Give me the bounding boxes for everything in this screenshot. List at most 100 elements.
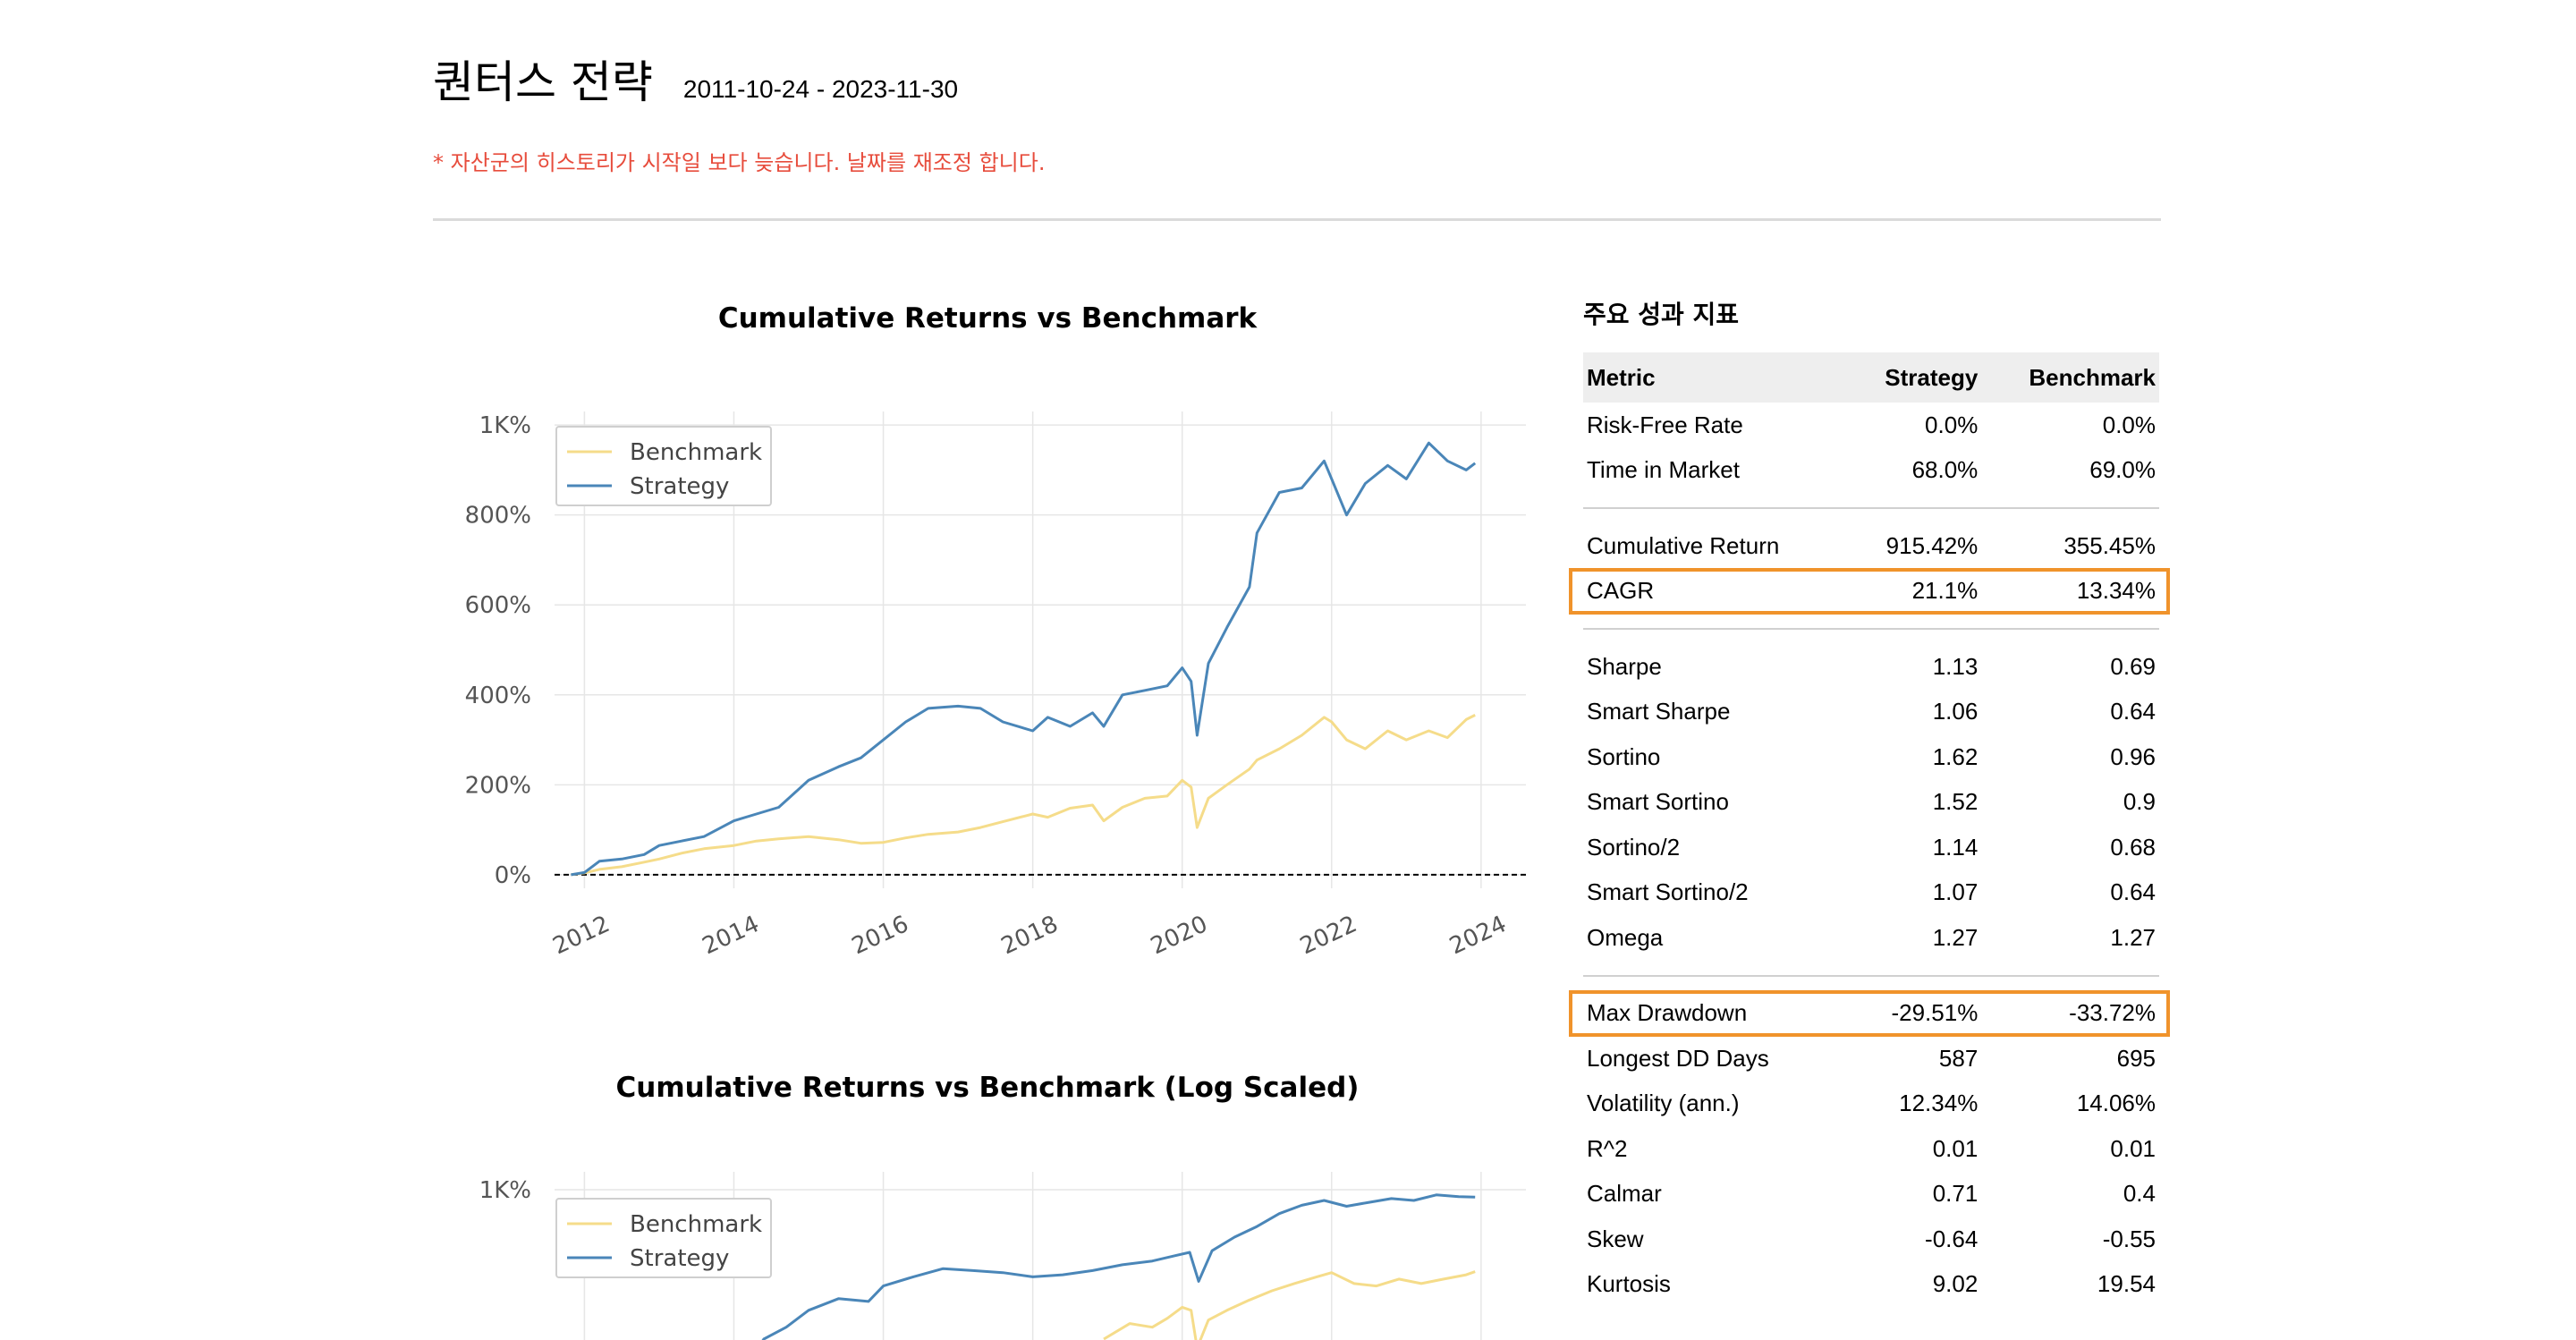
metric-metric-cell: Sortino — [1587, 742, 1661, 770]
date-range: 2011-10-24 - 2023-11-30 — [682, 75, 959, 103]
metric-strategy-cell: 0.0% — [1925, 411, 1979, 438]
metrics-group-separator — [1583, 493, 2159, 523]
x-tick-label: 2018 — [997, 911, 1063, 960]
chart-title: Cumulative Returns vs Benchmark — [717, 302, 1258, 335]
metric-metric-cell: Calmar — [1587, 1180, 1662, 1208]
date-warning: * 자산군의 히스토리가 시작일 보다 늦습니다. 날짜를 재조정 합니다. — [433, 150, 1046, 175]
metric-strategy-cell: 915.42% — [1885, 531, 1979, 559]
metric-benchmark-cell: 0.4 — [2123, 1180, 2156, 1208]
metric-strategy-cell: 12.34% — [1899, 1090, 1979, 1117]
separator-cell — [1583, 493, 2159, 523]
metric-strategy-cell: 1.13 — [1932, 652, 1979, 680]
metric-metric-cell: Max Drawdown — [1587, 999, 1748, 1027]
metric-metric-cell: R^2 — [1587, 1134, 1628, 1162]
y-tick-label: 400% — [465, 683, 531, 709]
metric-metric-cell: Sharpe — [1587, 652, 1662, 680]
metrics-row: Time in Market 68.0% 69.0% — [1583, 448, 2159, 494]
metric-strategy-cell: 9.02 — [1932, 1270, 1979, 1298]
metrics-title: 주요 성과 지표 — [1583, 300, 1740, 329]
divider — [1583, 974, 2159, 977]
metric-benchmark-cell: 0.96 — [2110, 742, 2156, 770]
x-tick-label: 2016 — [848, 911, 913, 960]
col-metric: Metric — [1583, 352, 1849, 403]
metric-strategy-cell: -0.64 — [1925, 1225, 1979, 1252]
x-tick-label: 2020 — [1147, 911, 1212, 960]
metrics-table: Metric Strategy Benchmark Risk-Free Rate… — [1583, 352, 2159, 1307]
metrics-row: Max Drawdown -29.51% -33.72% — [1583, 991, 2159, 1037]
metrics-row: Omega 1.27 1.27 — [1583, 915, 2159, 961]
metric-benchmark-cell: 0.64 — [2110, 878, 2156, 906]
metrics-header-row: Metric Strategy Benchmark — [1583, 352, 2159, 403]
metric-benchmark-cell: -33.72% — [2069, 999, 2156, 1027]
metric-strategy-cell: 1.52 — [1932, 788, 1979, 816]
metric-strategy-cell: -29.51% — [1891, 999, 1979, 1027]
metric-benchmark-cell: 1.27 — [2110, 923, 2156, 951]
metric-benchmark-cell: 695 — [2116, 1044, 2156, 1072]
chart-legend: Benchmark Strategy — [555, 1198, 772, 1278]
col-strategy: Strategy — [1848, 352, 1982, 403]
metric-strategy-cell: 1.07 — [1932, 878, 1979, 906]
metric-benchmark-cell: 69.0% — [2089, 456, 2156, 484]
metric-benchmark-cell: 13.34% — [2076, 577, 2156, 605]
metrics-row: Smart Sortino 1.52 0.9 — [1583, 780, 2159, 826]
metric-metric-cell: Time in Market — [1587, 456, 1740, 484]
divider — [1583, 628, 2159, 630]
legend-label: Benchmark — [630, 1211, 762, 1238]
x-tick-label: 2022 — [1296, 911, 1361, 960]
x-tick-label: 2012 — [549, 911, 614, 960]
x-tick-label: 2024 — [1445, 911, 1511, 960]
legend-label: Benchmark — [630, 439, 762, 466]
metric-metric-cell: Skew — [1587, 1225, 1644, 1252]
metrics-row: Risk-Free Rate 0.0% 0.0% — [1583, 403, 2159, 448]
metric-benchmark-cell: -0.55 — [2102, 1225, 2156, 1252]
metric-benchmark-cell: 0.69 — [2110, 652, 2156, 680]
x-tick-label: 2014 — [699, 911, 764, 960]
metric-benchmark-cell: 0.64 — [2110, 698, 2156, 725]
metrics-row: Sortino/2 1.14 0.68 — [1583, 825, 2159, 870]
metric-benchmark-cell: 355.45% — [2063, 531, 2156, 559]
metric-metric-cell: Kurtosis — [1587, 1270, 1671, 1298]
metric-strategy-cell: 1.06 — [1932, 698, 1979, 725]
metrics-row: Sharpe 1.13 0.69 — [1583, 644, 2159, 690]
metrics-row: Smart Sortino/2 1.07 0.64 — [1583, 870, 2159, 916]
metrics-row: Volatility (ann.) 12.34% 14.06% — [1583, 1081, 2159, 1127]
metric-metric-cell: Cumulative Return — [1587, 531, 1780, 559]
cumulative-returns-chart: Cumulative Returns vs Benchmark 0% 200% 40… — [433, 295, 1542, 1011]
metrics-row: Kurtosis 9.02 19.54 — [1583, 1262, 2159, 1308]
legend-label: Strategy — [630, 473, 729, 500]
metric-benchmark-cell: 0.0% — [2102, 411, 2156, 438]
metrics-row: CAGR 21.1% 13.34% — [1583, 569, 2159, 615]
metric-benchmark-cell: 0.01 — [2110, 1134, 2156, 1162]
series-line-benchmark — [1103, 1270, 1476, 1340]
metric-strategy-cell: 0.01 — [1932, 1134, 1979, 1162]
metric-benchmark-cell: 0.68 — [2110, 833, 2156, 861]
log-scaled-returns-chart: Cumulative Returns vs Benchmark (Log Sca… — [433, 1064, 1542, 1340]
metrics-row: Calmar 0.71 0.4 — [1583, 1172, 2159, 1217]
metric-strategy-cell: 68.0% — [1911, 456, 1979, 484]
metrics-group-separator — [1583, 614, 2159, 644]
series-line-strategy — [761, 1193, 1476, 1340]
header-divider — [433, 218, 2161, 221]
chart-legend: Benchmark Strategy — [555, 426, 772, 506]
metric-metric-cell: Risk-Free Rate — [1587, 411, 1743, 438]
y-tick-label: 0% — [495, 862, 531, 889]
metric-metric-cell: Volatility (ann.) — [1587, 1090, 1740, 1117]
metrics-row: R^2 0.01 0.01 — [1583, 1126, 2159, 1172]
col-benchmark: Benchmark — [1981, 352, 2159, 403]
series-line-benchmark — [571, 714, 1476, 877]
title-row: 퀀터스 전략 2011-10-24 - 2023-11-30 — [433, 55, 2161, 109]
report-header: 퀀터스 전략 2011-10-24 - 2023-11-30 * 자산군의 히스… — [433, 55, 2161, 175]
metric-metric-cell: Smart Sortino — [1587, 788, 1729, 816]
metrics-row: Smart Sharpe 1.06 0.64 — [1583, 690, 2159, 735]
separator-cell — [1583, 614, 2159, 644]
divider — [1583, 507, 2159, 509]
separator-cell — [1583, 961, 2159, 991]
y-tick-label: 1K% — [479, 412, 531, 439]
metric-metric-cell: Smart Sortino/2 — [1587, 878, 1749, 906]
metric-strategy-cell: 1.62 — [1932, 742, 1979, 770]
metric-metric-cell: Longest DD Days — [1587, 1044, 1769, 1072]
metric-strategy-cell: 1.27 — [1932, 923, 1979, 951]
metric-benchmark-cell: 0.9 — [2123, 788, 2156, 816]
y-tick-label: 1K% — [479, 1177, 531, 1204]
page-title: 퀀터스 전략 — [433, 56, 653, 108]
